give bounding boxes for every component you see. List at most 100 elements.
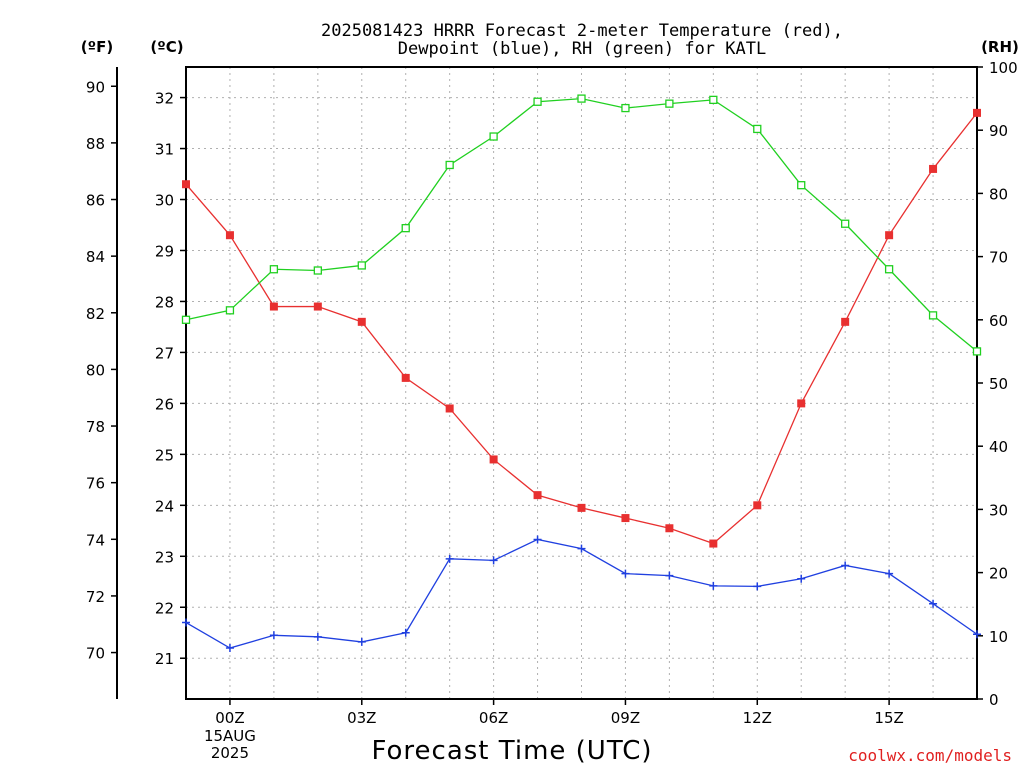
dewpoint-point (445, 554, 454, 563)
rh-point (709, 95, 718, 105)
rh-point (928, 311, 938, 320)
celsius-tick-label: 28 (155, 293, 174, 311)
rh-point (357, 261, 366, 270)
rh-point (533, 97, 542, 106)
temperature-point (182, 180, 190, 189)
rh-point (401, 224, 410, 233)
celsius-unit-label: (ºC) (150, 38, 183, 56)
celsius-tick-label: 25 (155, 446, 174, 464)
fahrenheit-tick-label: 88 (86, 135, 105, 153)
rh-tick-label: 40 (989, 438, 1008, 456)
x-tick-label: 12Z (743, 709, 772, 727)
dewpoint-point (313, 632, 322, 641)
fahrenheit-tick-label: 70 (86, 645, 105, 663)
rh-point (269, 265, 279, 274)
rh-point (972, 347, 982, 356)
rh-tick-label: 10 (989, 628, 1008, 646)
celsius-tick-label: 26 (155, 395, 174, 413)
celsius-tick-label: 22 (155, 599, 174, 617)
chart-title-line1: 2025081423 HRRR Forecast 2-meter Tempera… (321, 21, 843, 41)
rh-tick-label: 0 (989, 691, 999, 709)
dewpoint-point (489, 556, 498, 565)
dewpoint-point (665, 571, 674, 580)
rh-tick-label: 70 (989, 249, 1008, 267)
dewpoint-point (533, 535, 542, 544)
fahrenheit-tick-label: 76 (86, 475, 105, 493)
fahrenheit-tick-label: 84 (86, 248, 105, 266)
temperature-point (621, 514, 630, 523)
rh-point (313, 266, 322, 275)
temperature-point (269, 302, 278, 311)
rh-tick-label: 50 (989, 375, 1008, 393)
dewpoint-point (621, 569, 630, 578)
rh-point (489, 132, 498, 141)
temperature-point (533, 491, 542, 500)
dewpoint-point (973, 630, 981, 639)
x-date-label: 2025 (211, 744, 249, 762)
temperature-point (797, 399, 806, 408)
fahrenheit-tick-label: 86 (86, 192, 105, 210)
rh-point (884, 265, 894, 274)
celsius-tick-label: 23 (155, 548, 174, 566)
temperature-point (885, 231, 894, 240)
celsius-tick-label: 29 (155, 242, 174, 260)
rh-point (753, 124, 762, 134)
rh-point (445, 160, 454, 170)
dewpoint-point (885, 569, 894, 578)
fahrenheit-tick-label: 90 (86, 78, 105, 96)
dewpoint-point (401, 628, 410, 637)
celsius-tick-label: 32 (155, 90, 174, 108)
rh-point (181, 315, 191, 324)
rh-tick-label: 100 (989, 59, 1018, 77)
rh-tick-label: 30 (989, 501, 1008, 519)
temperature-point (313, 302, 322, 311)
temperature-point (709, 539, 718, 548)
dewpoint-point (577, 544, 586, 553)
celsius-tick-label: 21 (155, 650, 174, 668)
fahrenheit-tick-label: 82 (86, 305, 105, 323)
x-axis-label: Forecast Time (UTC) (371, 736, 652, 766)
temperature-point (489, 455, 498, 464)
x-date-label: 15AUG (204, 727, 256, 745)
dewpoint-point (797, 574, 806, 583)
series-layer (181, 94, 982, 653)
x-tick-label: 09Z (611, 709, 640, 727)
temperature-point (753, 501, 762, 510)
chart-title-line2: Dewpoint (blue), RH (green) for KATL (398, 39, 766, 59)
celsius-tick-label: 31 (155, 141, 174, 159)
temperature-point (357, 317, 366, 326)
rh-point (665, 99, 674, 108)
rh-point (225, 306, 235, 315)
dewpoint-point (929, 599, 938, 608)
temperature-point (225, 231, 234, 240)
x-tick-label: 00Z (215, 709, 244, 727)
celsius-tick-label: 30 (155, 192, 174, 210)
dewpoint-point (357, 637, 366, 646)
rh-tick-label: 90 (989, 122, 1008, 140)
temperature-point (665, 524, 674, 533)
x-tick-label: 03Z (347, 709, 376, 727)
fahrenheit-tick-label: 72 (86, 588, 105, 606)
x-tick-label: 06Z (479, 709, 508, 727)
dewpoint-point (841, 561, 850, 570)
rh-tick-label: 80 (989, 185, 1008, 203)
rh-point (577, 94, 586, 103)
fahrenheit-tick-label: 78 (86, 418, 105, 436)
celsius-tick-label: 24 (155, 497, 174, 515)
rh-tick-label: 20 (989, 565, 1008, 583)
ticks-layer: 21 22 23 24 25 26 27 28 29 30 31 32 70 72 74 76 78 80 82 84… (86, 59, 1018, 762)
celsius-tick-label: 27 (155, 344, 174, 362)
rh-point (621, 103, 630, 113)
dewpoint-point (753, 582, 762, 591)
temperature-point (401, 373, 410, 382)
temperature-point (445, 404, 454, 413)
fahrenheit-tick-label: 80 (86, 361, 105, 379)
dewpoint-point (225, 644, 234, 653)
rh-point (797, 181, 806, 190)
credit-link[interactable]: coolwx.com/models (848, 746, 1012, 765)
rh-point (841, 219, 850, 228)
temperature-point (929, 164, 938, 173)
rh-unit-label: (RH) (981, 38, 1019, 56)
